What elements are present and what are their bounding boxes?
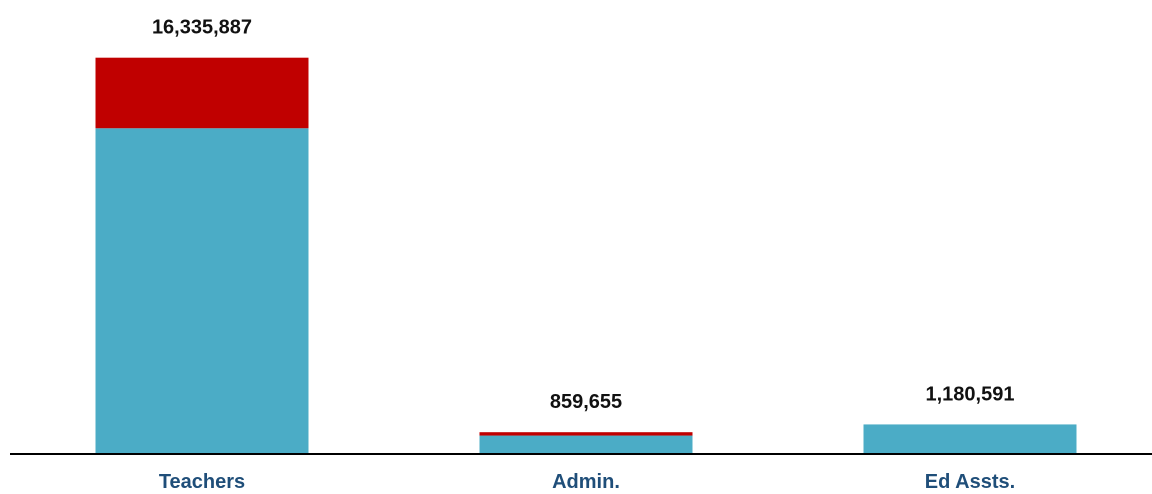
data-label-teachers: 16,335,887 [152, 17, 252, 39]
data-label-admin: 859,655 [550, 391, 622, 413]
bars-layer [95, 57, 1077, 453]
labels-layer: 16,335,887 Teachers 859,655 Admin. 1,180,591… [152, 17, 1015, 493]
bar-segment-admin-2 [479, 432, 693, 436]
bar-segment-teachers-2 [95, 57, 309, 129]
category-label-teachers: Teachers [159, 471, 245, 493]
bar-segment-ed-assts-1 [863, 424, 1077, 453]
category-label-ed-assts: Ed Assts. [925, 471, 1015, 493]
category-label-admin: Admin. [552, 471, 620, 493]
bar-segment-admin-1 [479, 435, 693, 453]
bar-segment-teachers-1 [95, 128, 309, 453]
data-label-ed-assts: 1,180,591 [926, 383, 1015, 405]
